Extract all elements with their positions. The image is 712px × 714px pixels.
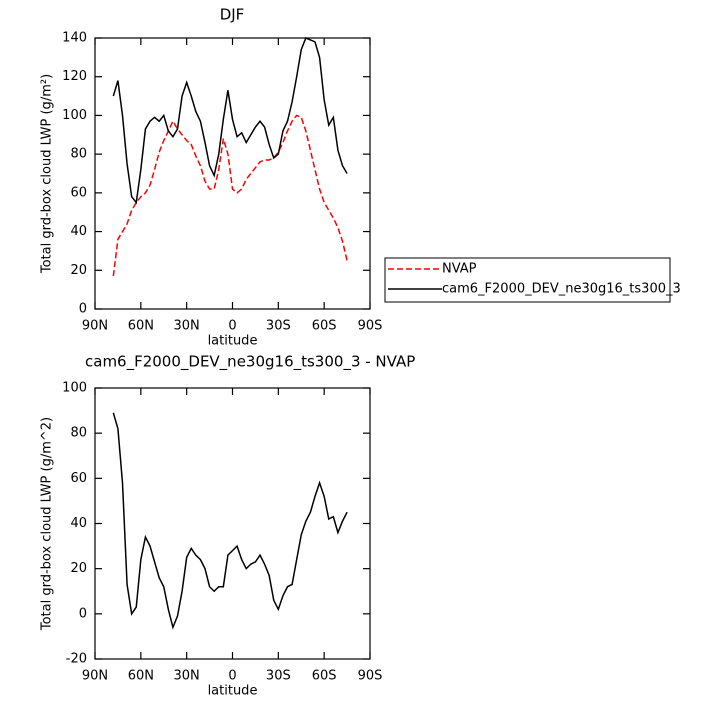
x-tick-label: 60S <box>312 319 337 334</box>
y-tick-label: 60 <box>70 471 87 486</box>
legend-box <box>384 257 671 303</box>
plot-frame <box>94 387 371 660</box>
x-tick-label: 0 <box>228 319 236 334</box>
x-tick-label: 90S <box>358 669 383 684</box>
y-tick-label: 60 <box>70 185 87 200</box>
y-tick-label: 100 <box>62 108 87 123</box>
y-tick-label: 80 <box>70 147 87 162</box>
y-tick-label: 80 <box>70 426 87 441</box>
data-line <box>112 412 348 630</box>
plot-frame <box>94 37 371 310</box>
y-tick-label: 40 <box>70 224 87 239</box>
chart-title: DJF <box>220 6 245 24</box>
y-tick-label: 40 <box>70 516 87 531</box>
x-tick-label: 30S <box>266 669 291 684</box>
y-tick-label: -20 <box>66 652 87 667</box>
x-tick-label: 90S <box>358 319 383 334</box>
x-tick-label: 0 <box>228 669 236 684</box>
x-tick-label: 30N <box>174 319 200 334</box>
y-axis-label: Total grd-box cloud LWP (g/m²) <box>40 74 55 274</box>
y-tick-label: 0 <box>79 606 87 621</box>
data-line <box>112 114 348 277</box>
y-tick-label: 100 <box>62 381 87 396</box>
data-line <box>112 37 348 205</box>
x-tick-label: 30S <box>266 319 291 334</box>
y-tick-label: 20 <box>70 263 87 278</box>
legend-label: cam6_F2000_DEV_ne30g16_ts300_3 <box>442 282 681 297</box>
x-tick-label: 60S <box>312 669 337 684</box>
y-tick-label: 140 <box>62 31 87 46</box>
x-tick-label: 30N <box>174 669 200 684</box>
x-tick-label: 90N <box>82 669 108 684</box>
legend-label: NVAP <box>442 262 477 277</box>
x-axis-label: latitude <box>208 334 258 349</box>
y-tick-label: 0 <box>79 302 87 317</box>
x-tick-label: 90N <box>82 319 108 334</box>
x-tick-label: 60N <box>128 669 154 684</box>
x-axis-label: latitude <box>208 684 258 699</box>
chart-title: cam6_F2000_DEV_ne30g16_ts300_3 - NVAP <box>85 353 415 372</box>
y-tick-label: 120 <box>62 69 87 84</box>
y-tick-label: 20 <box>70 561 87 576</box>
y-axis-label: Total grd-box cloud LWP (g/m^2) <box>40 417 55 631</box>
x-tick-label: 60N <box>128 319 154 334</box>
